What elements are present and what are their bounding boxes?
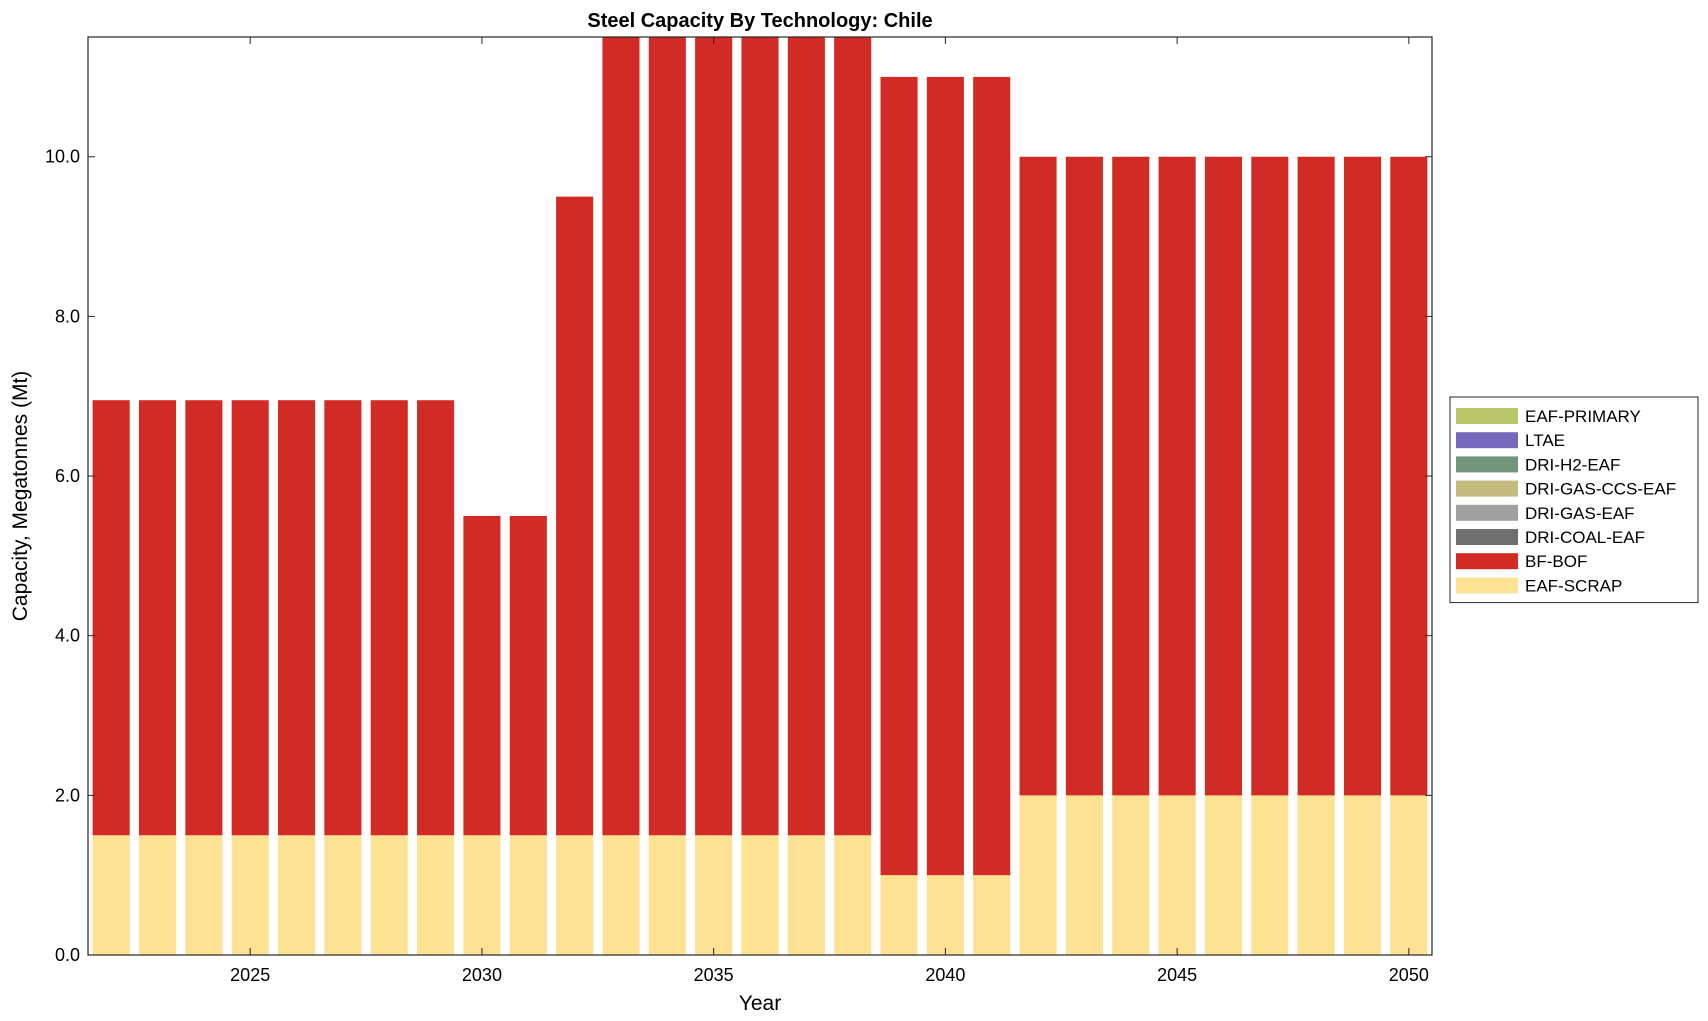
- x-tick-label: 2035: [694, 965, 734, 985]
- chart-title: Steel Capacity By Technology: Chile: [587, 10, 932, 32]
- bar-eaf-scrap-2044: [1112, 795, 1150, 955]
- bar-eaf-scrap-2032: [556, 835, 594, 955]
- bar-bf-bof-2036: [741, 37, 779, 836]
- legend-swatch-dri-gas-ccs-eaf: [1456, 480, 1518, 497]
- bar-bf-bof-2029: [417, 400, 455, 836]
- bar-eaf-scrap-2025: [231, 835, 269, 955]
- bar-bf-bof-2049: [1343, 156, 1382, 796]
- bar-eaf-scrap-2027: [324, 835, 362, 955]
- bar-eaf-scrap-2022: [92, 835, 130, 955]
- bar-eaf-scrap-2031: [509, 835, 547, 955]
- bar-bf-bof-2025: [231, 400, 269, 836]
- bar-bf-bof-2040: [926, 76, 964, 876]
- bar-eaf-scrap-2042: [1019, 795, 1057, 955]
- bar-eaf-scrap-2030: [463, 835, 501, 955]
- y-axis-label: Capacity, Megatonnes (Mt): [9, 371, 32, 622]
- bar-eaf-scrap-2037: [787, 835, 825, 955]
- bar-eaf-scrap-2024: [185, 835, 223, 955]
- legend: EAF-PRIMARY LTAE DRI-H2-EAF DRI-GAS-CCS-EAF…: [1449, 396, 1699, 604]
- legend-label-eaf-scrap: EAF-SCRAP: [1525, 576, 1622, 595]
- legend-label-dri-coal-eaf: DRI-COAL-EAF: [1525, 528, 1645, 547]
- x-tick-label: 2050: [1389, 965, 1429, 985]
- bar-bf-bof-2046: [1204, 156, 1242, 796]
- bar-eaf-scrap-2035: [695, 835, 733, 955]
- y-tick-label: 2.0: [55, 785, 80, 805]
- y-tick-label: 0.0: [55, 945, 80, 965]
- axes-box: [87, 36, 1433, 956]
- bar-bf-bof-2026: [278, 400, 316, 836]
- plot-area: [92, 37, 1428, 955]
- legend-swatch-dri-h2-eaf: [1456, 456, 1518, 473]
- bar-eaf-scrap-2041: [973, 875, 1011, 955]
- bar-eaf-scrap-2033: [602, 835, 640, 955]
- bar-eaf-scrap-2049: [1343, 795, 1382, 955]
- bar-eaf-scrap-2034: [648, 835, 686, 955]
- y-tick-label: 6.0: [55, 466, 80, 486]
- x-tick-label: 2040: [925, 965, 965, 985]
- x-axis-label: Year: [739, 992, 781, 1015]
- bar-eaf-scrap-2047: [1251, 795, 1289, 955]
- bar-eaf-scrap-2050: [1390, 795, 1428, 955]
- bar-eaf-scrap-2045: [1158, 795, 1196, 955]
- legend-label-dri-h2-eaf: DRI-H2-EAF: [1525, 455, 1620, 474]
- bar-bf-bof-2022: [92, 400, 130, 836]
- bar-bf-bof-2028: [370, 400, 408, 836]
- y-tick-label: 4.0: [55, 626, 80, 646]
- bar-bf-bof-2031: [509, 515, 547, 836]
- bar-bf-bof-2032: [556, 196, 594, 836]
- axis-ticks: 2025 2030 2035 2040 2045 2050 0.0 2.0 4.0 6.0 8.0 1…: [45, 37, 1432, 985]
- bar-bf-bof-2050: [1390, 156, 1428, 796]
- bar-bf-bof-2023: [138, 400, 177, 836]
- legend-swatch-dri-gas-eaf: [1456, 504, 1518, 521]
- bar-bf-bof-2033: [602, 37, 640, 836]
- y-tick-label: 10.0: [45, 147, 80, 167]
- bar-eaf-scrap-2043: [1065, 795, 1103, 955]
- bar-bf-bof-2041: [973, 76, 1011, 876]
- legend-label-bf-bof: BF-BOF: [1525, 552, 1587, 571]
- bar-bf-bof-2042: [1019, 156, 1057, 796]
- legend-swatch-dri-coal-eaf: [1456, 529, 1518, 545]
- legend-swatch-ltae: [1456, 432, 1518, 449]
- bar-eaf-scrap-2023: [138, 835, 177, 955]
- x-tick-label: 2025: [230, 965, 270, 985]
- bar-eaf-scrap-2029: [417, 835, 455, 955]
- bar-eaf-scrap-2036: [741, 835, 779, 955]
- bar-eaf-scrap-2048: [1297, 795, 1335, 955]
- bar-bf-bof-2045: [1158, 156, 1196, 796]
- bar-bf-bof-2027: [324, 400, 362, 836]
- legend-label-dri-gas-ccs-eaf: DRI-GAS-CCS-EAF: [1525, 480, 1676, 499]
- bar-eaf-scrap-2038: [834, 835, 872, 955]
- bar-bf-bof-2037: [787, 37, 825, 836]
- bar-eaf-scrap-2028: [370, 835, 408, 955]
- legend-label-eaf-primary: EAF-PRIMARY: [1525, 407, 1641, 426]
- legend-box: [1449, 396, 1699, 604]
- y-tick-label: 8.0: [55, 306, 80, 326]
- bar-bf-bof-2047: [1251, 156, 1289, 796]
- bar-bf-bof-2044: [1112, 156, 1150, 796]
- x-tick-label: 2030: [462, 965, 502, 985]
- bar-bf-bof-2035: [695, 37, 733, 836]
- bar-bf-bof-2043: [1065, 156, 1103, 796]
- bar-bf-bof-2039: [880, 76, 918, 876]
- legend-swatch-eaf-scrap: [1456, 577, 1518, 594]
- legend-swatch-bf-bof: [1456, 553, 1518, 570]
- bar-eaf-scrap-2046: [1204, 795, 1242, 955]
- bar-bf-bof-2048: [1297, 156, 1335, 796]
- legend-swatch-eaf-primary: [1456, 408, 1518, 424]
- bar-bf-bof-2030: [463, 515, 501, 836]
- legend-label-ltae: LTAE: [1525, 431, 1565, 450]
- bar-bf-bof-2034: [648, 37, 686, 836]
- bar-bf-bof-2024: [185, 400, 223, 836]
- bar-eaf-scrap-2039: [880, 875, 918, 955]
- bar-bf-bof-2038: [834, 37, 872, 836]
- legend-label-dri-gas-eaf: DRI-GAS-EAF: [1525, 504, 1635, 523]
- bar-eaf-scrap-2026: [278, 835, 316, 955]
- x-tick-label: 2045: [1157, 965, 1197, 985]
- bar-eaf-scrap-2040: [926, 875, 964, 955]
